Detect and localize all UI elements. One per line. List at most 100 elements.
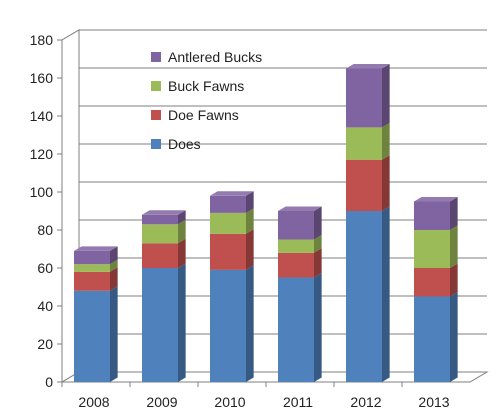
x-tick-label: 2009: [146, 394, 177, 410]
y-tick-label: 160: [30, 70, 54, 86]
bar-side-face: [246, 191, 254, 213]
bar-segment-does: [346, 206, 390, 382]
bar-top-face: [278, 206, 322, 211]
bar-front-face: [142, 214, 178, 225]
bar-side-face: [450, 225, 458, 268]
bar-segment-antlered-bucks: [414, 197, 458, 230]
bar-side-face: [314, 273, 322, 382]
bar-segment-buck-fawns: [142, 219, 186, 244]
bar-side-face: [110, 246, 118, 265]
bar-side-face: [450, 197, 458, 230]
bar-segment-antlered-bucks: [74, 246, 118, 265]
bar-side-face: [246, 265, 254, 382]
bar-segment-doe-fawns: [278, 248, 322, 278]
bar-front-face: [74, 250, 110, 265]
bar-segment-does: [210, 265, 254, 382]
bar-stack-2010: [210, 191, 254, 382]
bar-segment-buck-fawns: [278, 235, 322, 253]
bar-top-face: [74, 246, 118, 251]
gridline: [61, 143, 487, 155]
bar-segment-antlered-bucks: [278, 206, 322, 240]
bar-segment-antlered-bucks: [210, 191, 254, 213]
bar-side-face: [246, 208, 254, 234]
x-tick-label: 2008: [78, 394, 109, 410]
legend-item-doe-fawns: Doe Fawns: [151, 107, 239, 123]
bar-segment-does: [142, 263, 186, 382]
bar-side-face: [178, 210, 186, 225]
bar-stack-2009: [142, 210, 186, 382]
legend-item-antlered-bucks: Antlered Bucks: [151, 49, 262, 65]
bar-front-face: [74, 264, 110, 272]
legend-label: Does: [168, 136, 201, 152]
y-tick-label: 180: [30, 32, 54, 48]
bar-side-face: [110, 259, 118, 272]
x-tick-label: 2012: [350, 394, 381, 410]
bar-top-face: [142, 210, 186, 215]
bar-side-face: [382, 155, 390, 211]
gridline: [61, 67, 487, 79]
bar-front-face: [278, 211, 314, 240]
bar-side-face: [178, 238, 186, 268]
bar-front-face: [414, 296, 450, 382]
legend-swatch: [151, 110, 161, 120]
x-tick-label: 2010: [214, 394, 245, 410]
bar-side-face: [314, 235, 322, 253]
y-tick-label: 40: [37, 298, 53, 314]
bar-front-face: [210, 233, 246, 270]
gridline: [61, 181, 487, 193]
bar-segment-doe-fawns: [414, 263, 458, 297]
bar-side-face: [246, 229, 254, 270]
legend-label: Doe Fawns: [168, 107, 239, 123]
bar-top-face: [414, 197, 458, 202]
bar-segment-doe-fawns: [142, 238, 186, 268]
legend: Antlered Bucks Buck Fawns Doe Fawns Does: [151, 49, 262, 152]
bars-layer: [74, 64, 458, 382]
y-tick-label: 140: [30, 108, 54, 124]
bar-front-face: [74, 290, 110, 382]
bar-segment-antlered-bucks: [142, 210, 186, 225]
bar-stack-2013: [414, 197, 458, 382]
bar-side-face: [314, 206, 322, 240]
bar-segment-antlered-bucks: [346, 64, 390, 128]
bar-side-face: [450, 263, 458, 297]
bar-front-face: [346, 68, 382, 128]
x-tick-label: 2013: [418, 394, 449, 410]
bar-front-face: [278, 239, 314, 253]
bar-front-face: [210, 212, 246, 234]
y-tick-label: 20: [37, 336, 53, 352]
x-axis-tick-labels: 2008 2009 2010 2011 2012 2013: [78, 394, 449, 410]
bar-front-face: [414, 201, 450, 230]
bar-segment-does: [414, 292, 458, 382]
bar-top-face: [210, 191, 254, 196]
bar-side-face: [450, 292, 458, 382]
bar-segment-buck-fawns: [210, 208, 254, 234]
bar-segment-does: [278, 273, 322, 382]
y-axis-tick-labels: 0 20 40 60 80 100 120 140 160 180: [30, 32, 54, 390]
bar-front-face: [278, 277, 314, 382]
x-tick-label: 2011: [283, 394, 313, 410]
bar-front-face: [346, 159, 382, 211]
bar-segment-does: [74, 286, 118, 382]
gridline: [61, 105, 487, 117]
gridline: [61, 29, 487, 41]
y-tick-label: 80: [37, 222, 53, 238]
bar-segment-doe-fawns: [210, 229, 254, 270]
bar-segment-buck-fawns: [346, 122, 390, 160]
bar-side-face: [382, 206, 390, 382]
bar-front-face: [210, 269, 246, 382]
legend-swatch: [151, 81, 161, 91]
legend-swatch: [151, 139, 161, 149]
bar-segment-buck-fawns: [74, 259, 118, 272]
legend-item-does: Does: [151, 136, 201, 152]
bar-front-face: [142, 268, 178, 382]
bar-side-face: [178, 219, 186, 244]
bar-segment-doe-fawns: [74, 267, 118, 291]
bar-side-face: [382, 122, 390, 160]
y-tick-label: 120: [30, 146, 54, 162]
bar-front-face: [346, 211, 382, 382]
bar-front-face: [278, 252, 314, 278]
legend-label: Buck Fawns: [168, 78, 244, 94]
bar-front-face: [74, 271, 110, 291]
bar-front-face: [414, 230, 450, 268]
bar-side-face: [110, 267, 118, 291]
